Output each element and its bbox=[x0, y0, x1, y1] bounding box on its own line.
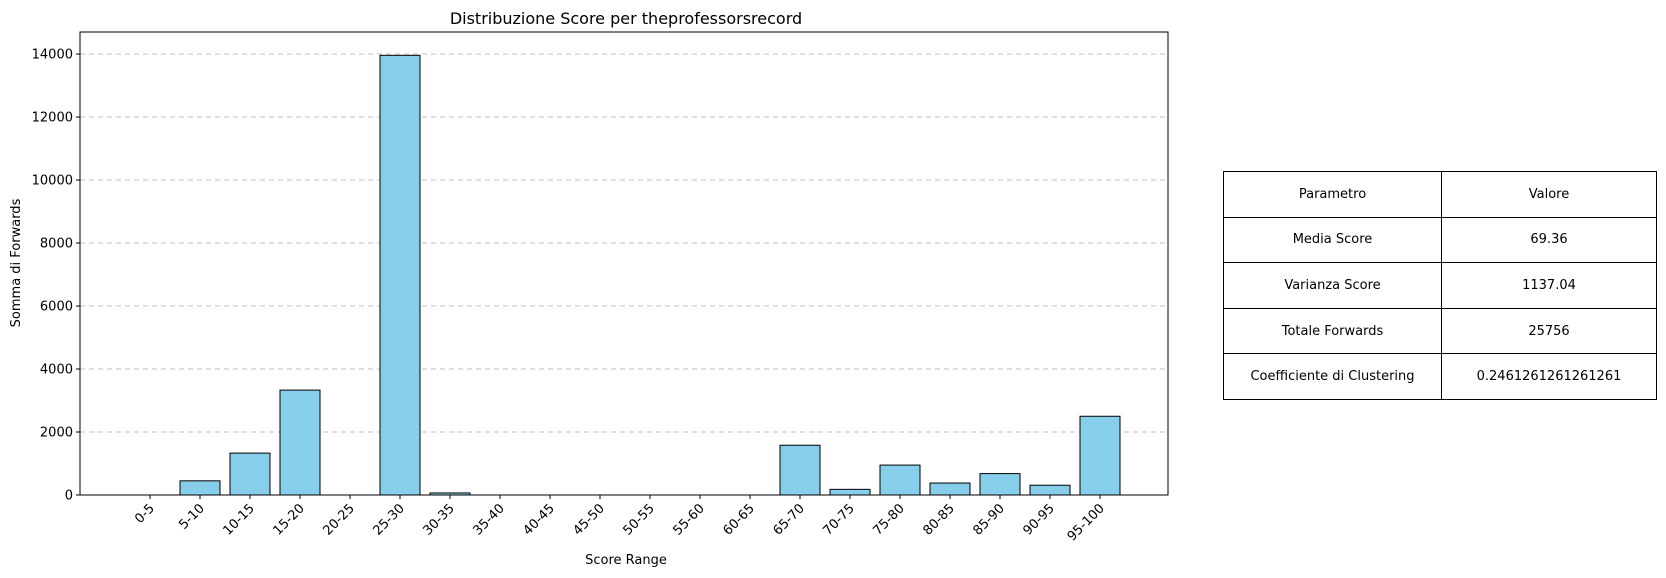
x-tick-label: 45-50 bbox=[571, 501, 608, 538]
row-param: Varianza Score bbox=[1223, 262, 1442, 309]
bar bbox=[1029, 484, 1071, 496]
bar bbox=[179, 480, 221, 496]
chart-title: Distribuzione Score per theprofessorsrec… bbox=[450, 9, 802, 28]
table-row: Totale Forwards 25756 bbox=[1223, 307, 1657, 355]
x-tick-label: 15-20 bbox=[271, 501, 308, 538]
x-tick-label: 50-55 bbox=[621, 501, 658, 538]
y-tick-label: 10000 bbox=[32, 174, 73, 189]
table-row: Media Score 69.36 bbox=[1223, 216, 1657, 264]
x-tick-label: 55-60 bbox=[671, 501, 708, 538]
table-row: Coefficiente di Clustering 0.24612612612… bbox=[1223, 353, 1657, 400]
x-tick-label: 90-95 bbox=[1021, 501, 1058, 538]
bar bbox=[929, 482, 971, 496]
y-axis-label: Somma di Forwards bbox=[9, 198, 24, 327]
bars bbox=[179, 54, 1121, 496]
x-tick-label: 75-80 bbox=[871, 501, 908, 538]
bar bbox=[779, 444, 821, 496]
bar bbox=[229, 452, 271, 496]
x-tick-label: 0-5 bbox=[132, 501, 158, 527]
row-param: Totale Forwards bbox=[1223, 307, 1442, 355]
table-row: Varianza Score 1137.04 bbox=[1223, 262, 1657, 309]
bar bbox=[829, 488, 871, 496]
row-value: 1137.04 bbox=[1441, 262, 1657, 309]
y-tick-label: 12000 bbox=[32, 111, 73, 126]
x-tick-label: 5-10 bbox=[176, 501, 207, 532]
x-tick-label: 30-35 bbox=[421, 501, 458, 538]
x-tick-label: 95-100 bbox=[1065, 501, 1108, 544]
row-param: Media Score bbox=[1223, 216, 1442, 264]
x-tick-label: 80-85 bbox=[921, 501, 958, 538]
bar bbox=[279, 389, 321, 496]
bar bbox=[879, 464, 921, 496]
x-tick-label: 65-70 bbox=[771, 501, 808, 538]
x-tick-label: 35-40 bbox=[471, 501, 508, 538]
x-tick-label: 60-65 bbox=[721, 501, 758, 538]
bar bbox=[979, 473, 1021, 496]
x-tick-label: 10-15 bbox=[221, 501, 258, 538]
bar bbox=[1079, 415, 1121, 496]
row-value: 69.36 bbox=[1441, 216, 1657, 264]
x-tick-label: 40-45 bbox=[521, 501, 558, 538]
plot-frame bbox=[79, 31, 1169, 496]
y-axis-ticks: 0 2000 4000 6000 8000 10000 12000 14000 bbox=[32, 48, 80, 504]
x-tick-label: 25-30 bbox=[371, 501, 408, 538]
y-tick-label: 8000 bbox=[40, 237, 73, 252]
row-param: Coefficiente di Clustering bbox=[1223, 353, 1442, 400]
y-tick-label: 4000 bbox=[40, 363, 73, 378]
table-header-row: Parametro Valore bbox=[1223, 171, 1657, 218]
row-value: 0.2461261261261261 bbox=[1441, 353, 1657, 400]
y-tick-label: 6000 bbox=[40, 300, 73, 315]
header-value: Valore bbox=[1441, 171, 1657, 218]
y-tick-label: 14000 bbox=[32, 48, 73, 63]
stats-table: Parametro Valore Media Score 69.36 Varia… bbox=[1223, 171, 1657, 400]
grid-lines bbox=[80, 53, 1168, 496]
x-tick-label: 20-25 bbox=[321, 501, 358, 538]
x-tick-label: 85-90 bbox=[971, 501, 1008, 538]
x-axis-label: Score Range bbox=[585, 553, 667, 568]
y-tick-label: 0 bbox=[65, 489, 73, 504]
row-value: 25756 bbox=[1441, 307, 1657, 355]
bar bbox=[379, 54, 421, 496]
y-tick-label: 2000 bbox=[40, 426, 73, 441]
x-tick-label: 70-75 bbox=[821, 501, 858, 538]
x-axis-ticks: 0-5 5-10 10-15 15-20 20-25 25-30 30-35 35-40 40-… bbox=[132, 495, 1108, 544]
header-param: Parametro bbox=[1223, 171, 1442, 218]
